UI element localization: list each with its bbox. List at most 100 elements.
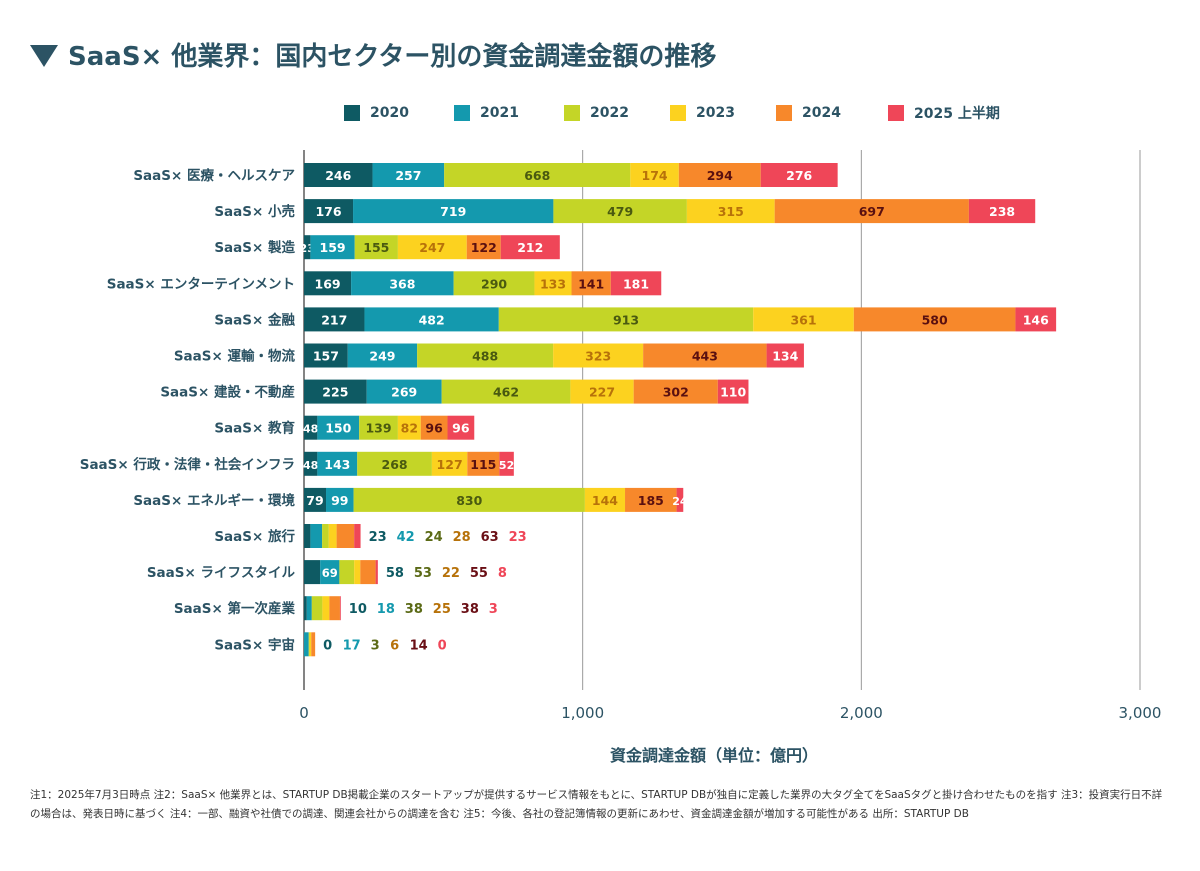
data-label: 134	[772, 349, 798, 364]
bar-segment	[354, 235, 398, 260]
bar-segment	[317, 415, 360, 440]
bar-segment	[571, 271, 611, 296]
bar-segment	[441, 379, 571, 404]
bar-segment	[347, 343, 418, 368]
category-label: SaaS× 運輸・物流	[174, 348, 296, 365]
data-label: 482	[419, 312, 445, 327]
bar-segment	[304, 271, 352, 296]
data-label: 141	[578, 276, 604, 291]
data-label: 268	[382, 457, 408, 472]
data-label: 269	[391, 385, 417, 400]
data-label: 3	[371, 638, 380, 653]
bar-segment	[499, 451, 514, 476]
bar-segment	[322, 524, 329, 548]
data-label: 52	[499, 459, 514, 472]
category-label: SaaS× 行政・法律・社会インフラ	[80, 456, 295, 473]
data-label: 368	[389, 276, 415, 291]
bar-segment	[500, 235, 560, 260]
bar-segment	[584, 487, 626, 512]
bar-segment	[304, 632, 309, 657]
legend-label: 2020	[370, 105, 409, 121]
category-label: SaaS× 小売	[214, 203, 295, 220]
bar-segment	[351, 271, 454, 296]
bar-segment	[310, 235, 355, 260]
bar-segment	[304, 560, 321, 585]
data-label: 257	[395, 168, 421, 183]
data-label: 17	[343, 638, 361, 653]
bar-segment	[364, 307, 499, 332]
legend-item-2024: 2024	[776, 100, 841, 126]
data-label: 14	[410, 638, 428, 653]
data-label: 668	[524, 168, 550, 183]
data-label: 25	[433, 602, 451, 617]
category-label: SaaS× エンターテインメント	[107, 276, 295, 292]
bar-segment	[317, 451, 358, 476]
bar-segment	[304, 596, 307, 621]
triangle-down-icon	[30, 45, 58, 67]
data-label: 38	[405, 602, 423, 617]
data-label: 580	[922, 312, 948, 327]
bar-segment	[311, 632, 316, 657]
legend-item-2020: 2020	[344, 100, 409, 126]
chart-title: SaaS× 他業界：国内セクター別の資金調達金額の推移	[30, 36, 716, 73]
data-label: 479	[607, 204, 633, 219]
bar-segment	[444, 163, 631, 187]
x-tick-label: 3,000	[1119, 704, 1162, 722]
bar-segment	[643, 343, 767, 368]
footnote: 注1：2025年7月3日時点 注2：SaaS× 他業界とは、STARTUP DB…	[30, 789, 1163, 820]
data-label: 48	[303, 459, 318, 472]
bar-segment	[766, 343, 804, 368]
category-label: SaaS× 第一次産業	[174, 600, 296, 617]
x-axis-label: 資金調達金額（単位：億円）	[610, 746, 819, 765]
bar-segment	[717, 379, 749, 404]
data-label: 0	[323, 638, 332, 653]
data-label: 3	[489, 602, 498, 617]
legend-swatch	[454, 105, 470, 121]
legend-swatch	[888, 105, 904, 121]
bar-segment	[360, 560, 376, 585]
category-label: SaaS× 金融	[214, 311, 295, 328]
data-label: 143	[324, 457, 350, 472]
data-label: 159	[320, 240, 346, 255]
data-label: 185	[638, 493, 664, 508]
data-label: 913	[613, 312, 639, 327]
bar-segment	[304, 343, 348, 368]
bar-segment	[467, 451, 500, 476]
data-label: 6	[390, 638, 399, 653]
bar-segment	[320, 560, 340, 585]
data-label: 115	[470, 457, 496, 472]
legend-label: 2022	[590, 105, 629, 121]
bar-segment	[678, 163, 761, 187]
bar-segment	[630, 163, 679, 187]
data-label: 8	[498, 566, 507, 581]
bar-segment	[498, 307, 754, 332]
bar-segment	[353, 199, 554, 224]
bar-segment	[466, 235, 501, 260]
bar-segment	[304, 307, 365, 332]
bar-segment	[625, 487, 677, 512]
data-label: 247	[419, 240, 445, 255]
data-label: 53	[414, 566, 432, 581]
bar-segment	[570, 379, 634, 404]
chart-title-text: SaaS× 他業界：国内セクター別の資金調達金額の推移	[68, 42, 717, 72]
bar-segment	[304, 415, 318, 440]
bar-segment	[397, 235, 467, 260]
bar-segment	[304, 199, 354, 224]
data-label: 63	[481, 530, 499, 545]
bar-segment	[453, 271, 535, 296]
data-label: 443	[692, 349, 718, 364]
bar-segment	[310, 524, 323, 548]
data-label: 42	[397, 530, 415, 545]
data-label: 122	[471, 240, 497, 255]
data-label: 462	[493, 385, 519, 400]
bar-segment	[329, 596, 340, 621]
bar-segment	[420, 415, 448, 440]
data-label: 323	[585, 349, 611, 364]
data-label: 133	[540, 276, 566, 291]
data-label: 79	[306, 493, 323, 508]
bar-segment	[366, 379, 442, 404]
legend-label: 2023	[696, 105, 735, 121]
data-label: 23	[369, 530, 387, 545]
data-label: 139	[365, 421, 391, 436]
data-label: 82	[401, 421, 418, 436]
